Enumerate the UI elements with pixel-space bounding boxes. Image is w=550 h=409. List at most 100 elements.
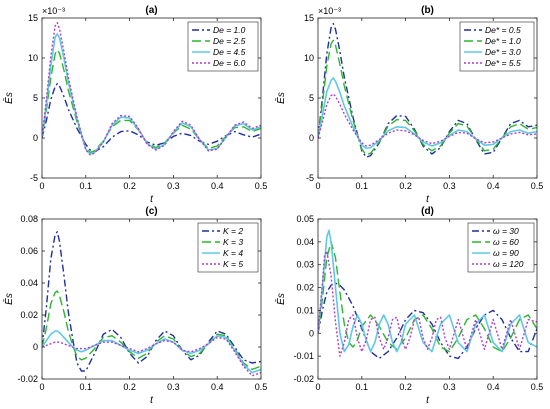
y-tick-label: 0.02 [20,310,38,320]
x-tick-label: 0.5 [255,382,268,392]
x-tick-label: 0.2 [399,181,412,191]
x-tick-label: 0.5 [531,181,544,191]
x-axis-label: t [426,194,430,205]
y-tick-label: -0.01 [293,351,314,361]
x-tick-label: 0.3 [167,382,180,392]
legend: K = 2K = 3K = 4K = 5 [197,222,259,273]
series-line-4 [318,250,537,357]
x-tick-label: 0.3 [443,181,456,191]
x-tick-label: 0.1 [356,382,369,392]
x-tick-label: 0.4 [487,382,500,392]
series-line-3 [318,229,537,353]
x-tick-label: 0 [39,181,44,191]
y-tick-label: 0.04 [296,237,314,247]
legend: De* = 0.5De* = 1.0De* = 3.0De* = 5.5 [459,21,535,72]
x-tick-label: 0 [315,382,320,392]
y-exponent-label: ×10⁻³ [318,6,341,16]
series-line-4 [318,93,537,147]
series-line-3 [42,330,261,374]
x-tick-label: 0.2 [399,382,412,392]
y-tick-label: -0.02 [293,374,314,384]
y-tick-label: 0.01 [296,305,314,315]
series-line-1 [42,82,261,153]
y-tick-label: 0 [33,342,38,352]
y-tick-label: 5 [309,93,314,103]
y-axis-label: Ēs [3,293,15,305]
x-tick-label: 0.2 [123,382,136,392]
y-tick-label: 0.05 [296,214,314,224]
x-tick-label: 0.2 [123,181,136,191]
y-tick-label: 0 [309,133,314,143]
y-tick-label: 0.02 [296,283,314,293]
x-tick-label: 0.1 [356,181,369,191]
x-tick-label: 0.1 [80,382,93,392]
x-tick-label: 0.4 [487,181,500,191]
legend-label-3: De* = 3.0 [485,47,521,57]
series-line-2 [42,290,261,371]
y-tick-label: 0.08 [20,214,38,224]
legend-label-2: De = 2.5 [213,36,246,46]
legend-label-2: De* = 1.0 [485,36,521,46]
legend-label-1: De = 1.0 [213,25,246,35]
y-tick-label: 15 [28,13,38,23]
y-tick-label: -5 [30,173,38,183]
x-tick-label: 0.5 [531,382,544,392]
panel-title: (c) [145,206,157,217]
x-tick-label: 0.3 [443,382,456,392]
panel-title: (b) [421,5,434,16]
y-axis-label: Ēs [275,293,287,305]
legend-label-4: De = 6.0 [213,58,246,68]
y-axis-label: Ēs [275,92,287,104]
series-line-1 [42,231,261,372]
legend-label-2: K = 3 [223,237,243,247]
series-line-2 [318,241,537,353]
x-tick-label: 0.1 [80,181,93,191]
legend-label-4: K = 5 [223,259,243,269]
y-tick-label: 10 [304,53,314,63]
y-tick-label: 0.03 [296,260,314,270]
x-axis-label: t [426,395,430,406]
series-line-2 [42,49,261,154]
panel-d: 0 0.1 0.2 0.3 0.4 0.5 -0.02 -0.01 0 0.01 0.02 0.03 0… [275,206,543,406]
legend-label-2: ω = 60 [493,237,519,247]
x-tick-label: 0.3 [167,181,180,191]
x-tick-label: 0.5 [255,181,268,191]
legend-label-3: K = 4 [223,248,243,258]
panel-c: 0 0.1 0.2 0.3 0.4 0.5-0.0200.020.040.060.08(c… [3,206,267,406]
legend-label-4: ω = 120 [493,259,524,269]
x-tick-label: 0 [39,382,44,392]
x-tick-label: 0 [315,181,320,191]
y-tick-label: 0.06 [20,246,38,256]
series-line-1 [318,282,537,360]
x-axis-label: t [150,194,154,205]
axes-frame [41,218,262,380]
legend-label-3: ω = 90 [493,248,519,258]
y-tick-label: 10 [28,53,38,63]
legend-label-1: K = 2 [223,226,243,236]
panel-title: (a) [145,5,157,16]
series-line-3 [318,77,537,150]
axes-frame [317,218,538,380]
y-tick-label: 5 [33,93,38,103]
series-line-2 [318,39,537,156]
series-line-3 [42,33,261,155]
legend-box [187,21,259,72]
y-tick-label: -5 [306,173,314,183]
y-axis-label: Ēs [3,92,15,104]
legend-label-4: De* = 5.5 [485,58,521,68]
y-tick-label: 0 [33,133,38,143]
legend-label-1: De* = 0.5 [485,25,521,35]
legend-label-3: De = 4.5 [213,47,246,57]
panel-title: (d) [421,206,434,217]
y-tick-label: 0 [309,328,314,338]
legend: ω = 30ω = 60ω = 90ω = 120 [467,222,535,273]
legend-label-1: ω = 30 [493,226,519,236]
y-tick-label: -0.02 [17,374,38,384]
legend: De = 1.0De = 2.5De = 4.5De = 6.0 [187,21,259,72]
y-tick-label: 0.04 [20,278,38,288]
series-line-1 [318,22,537,158]
y-tick-label: 15 [304,13,314,23]
x-axis-label: t [150,395,154,406]
